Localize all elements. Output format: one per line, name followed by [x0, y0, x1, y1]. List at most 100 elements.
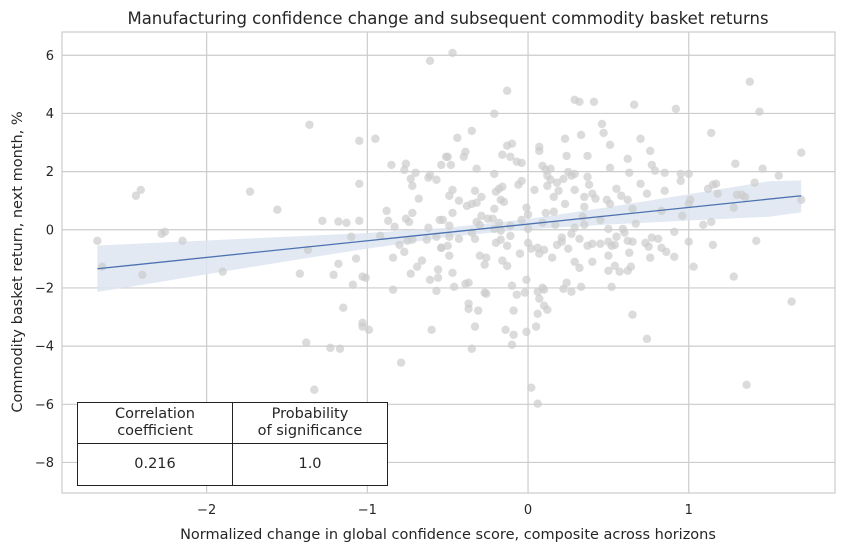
scatter-point	[427, 325, 436, 335]
y-tick-label: −2	[35, 281, 54, 296]
x-tick-label: −1	[358, 503, 377, 518]
scatter-point	[591, 194, 600, 203]
scatter-point	[507, 281, 517, 290]
scatter-point	[245, 187, 255, 196]
scatter-point	[623, 195, 632, 205]
scatter-point	[433, 273, 443, 282]
scatter-point	[647, 233, 656, 242]
scatter-point	[361, 273, 370, 282]
value-correlation: 0.216	[77, 443, 233, 486]
scatter-point	[432, 232, 441, 241]
scatter-point	[552, 240, 562, 250]
scatter-point	[645, 146, 655, 156]
scatter-point	[645, 253, 655, 262]
scatter-point	[517, 158, 526, 168]
correlation-table: Correlation coefficient Probability of sig…	[77, 402, 388, 486]
scatter-point	[708, 240, 718, 250]
scatter-point	[713, 189, 722, 198]
scatter-point	[604, 224, 613, 234]
scatter-point	[549, 192, 558, 202]
scatter-point	[750, 178, 759, 187]
scatter-point	[387, 160, 396, 170]
scatter-point	[412, 262, 422, 271]
value-probability: 1.0	[232, 443, 388, 486]
scatter-point	[432, 175, 441, 184]
scatter-point	[425, 56, 435, 65]
scatter-point	[502, 241, 512, 250]
scatter-point	[496, 235, 505, 244]
scatter-point	[636, 179, 645, 189]
scatter-point	[406, 174, 415, 184]
scatter-point	[684, 169, 693, 179]
scatter-point	[755, 107, 764, 116]
scatter-point	[384, 216, 393, 225]
scatter-point	[707, 217, 716, 227]
scatter-point	[560, 134, 570, 143]
scatter-point	[641, 238, 650, 248]
scatter-point	[597, 119, 607, 129]
scatter-point	[535, 294, 544, 303]
scatter-point	[422, 235, 432, 244]
scatter-point	[605, 199, 615, 209]
scatter-point	[417, 256, 427, 265]
y-tick-label: −8	[35, 456, 54, 471]
scatter-point	[584, 180, 594, 189]
scatter-point	[97, 262, 107, 271]
scatter-point	[425, 275, 435, 285]
scatter-point	[507, 139, 517, 148]
scatter-point	[408, 208, 417, 218]
scatter-point	[437, 243, 446, 253]
scatter-point	[449, 282, 459, 291]
scatter-point	[459, 152, 468, 161]
scatter-point	[564, 244, 573, 253]
scatter-point	[527, 383, 536, 392]
scatter-point	[686, 195, 695, 205]
scatter-point	[406, 269, 415, 278]
scatter-point	[404, 217, 414, 227]
scatter-point	[446, 160, 456, 170]
scatter-point	[660, 186, 669, 196]
scatter-point	[631, 219, 640, 228]
scatter-point	[623, 266, 632, 275]
scatter-point	[470, 322, 480, 331]
scatter-point	[539, 285, 549, 294]
scatter-point	[472, 198, 481, 207]
scatter-point	[797, 148, 806, 157]
scatter-point	[411, 168, 420, 177]
scatter-point	[355, 136, 364, 145]
scatter-point	[604, 251, 613, 260]
scatter-point	[507, 340, 517, 349]
scatter-point	[625, 248, 634, 257]
scatter-point	[642, 334, 652, 344]
scatter-point	[509, 306, 518, 315]
y-tick-label: 2	[46, 165, 54, 180]
scatter-point	[560, 199, 570, 209]
y-tick-label: −6	[35, 398, 54, 413]
scatter-point	[570, 185, 579, 195]
scatter-point	[533, 287, 542, 296]
scatter-point	[371, 134, 380, 143]
scatter-point	[742, 380, 751, 390]
scatter-point	[539, 245, 549, 255]
scatter-point	[445, 232, 454, 241]
scatter-point	[580, 192, 589, 202]
scatter-point	[480, 260, 489, 269]
chart-title: Manufacturing confidence change and subs…	[127, 9, 768, 28]
scatter-point	[549, 207, 558, 216]
scatter-point	[498, 150, 507, 159]
scatter-point	[670, 227, 679, 237]
scatter-point	[506, 152, 515, 161]
scatter-point	[494, 218, 504, 227]
scatter-point	[136, 185, 145, 195]
scatter-point	[396, 358, 406, 367]
scatter-point	[604, 237, 613, 246]
scatter-point	[615, 267, 624, 276]
scatter-point	[305, 120, 314, 129]
scatter-point	[758, 164, 767, 173]
scatter-point	[433, 265, 443, 274]
scatter-point	[93, 236, 102, 246]
scatter-point	[454, 196, 464, 205]
scatter-point	[546, 175, 555, 184]
scatter-point	[388, 253, 398, 262]
scatter-point	[583, 241, 592, 250]
